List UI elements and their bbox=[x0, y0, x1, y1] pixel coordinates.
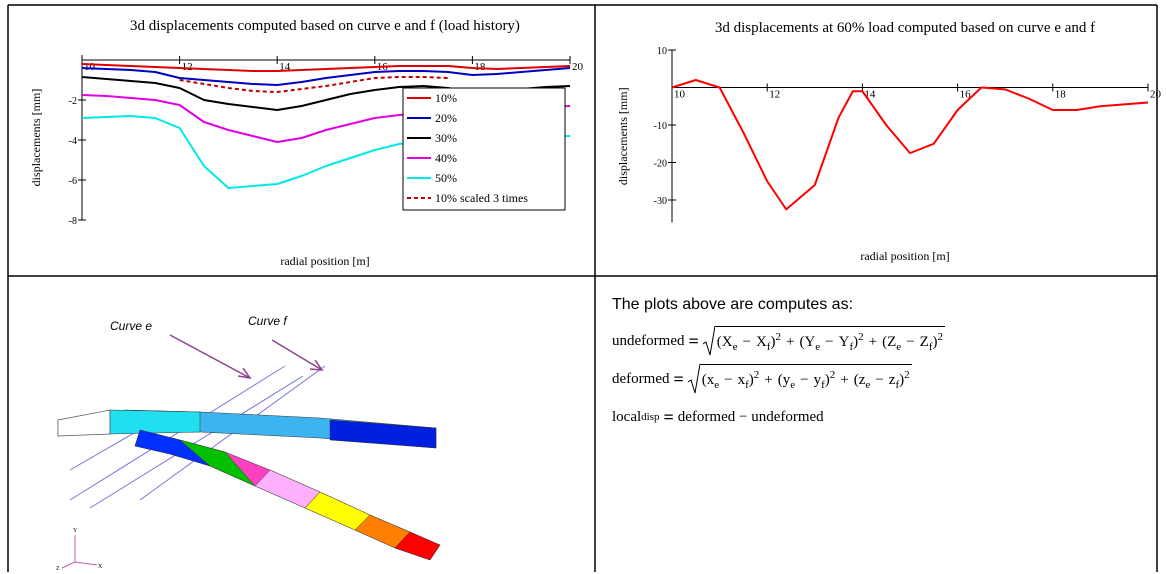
minus: − bbox=[825, 334, 833, 350]
y-tick-label: -30 bbox=[654, 196, 667, 207]
chart-title: 3d displacements at 60% load computed ba… bbox=[715, 20, 1095, 36]
y-tick-label: -20 bbox=[654, 159, 667, 170]
symbol: Y bbox=[804, 334, 815, 350]
x-tick-label: 12 bbox=[769, 89, 780, 101]
y-tick-label: -8 bbox=[69, 216, 77, 227]
minus: − bbox=[906, 334, 914, 350]
document: Curve e Curve f Y Z X 3d displacements c… bbox=[0, 0, 1166, 574]
frame bbox=[8, 5, 1157, 572]
exponent: 2 bbox=[904, 369, 910, 381]
x-axis-label: radial position [m] bbox=[860, 249, 949, 263]
subscript: e bbox=[790, 379, 795, 391]
symbol: X bbox=[756, 334, 767, 350]
curve-label: Curve f bbox=[248, 314, 288, 328]
equals: = bbox=[673, 369, 683, 390]
formula: undeformed=(Xe−Xf)2+(Ye−Yf)2+(Ze−Zf)2 bbox=[612, 322, 945, 360]
y-tick-label: -6 bbox=[69, 176, 77, 187]
chart-title: 3d displacements computed based on curve… bbox=[130, 18, 520, 34]
x-axis-label: radial position [m] bbox=[280, 254, 369, 268]
minus: − bbox=[742, 334, 750, 350]
x-tick-label: 18 bbox=[1055, 89, 1067, 101]
exponent: 2 bbox=[775, 331, 781, 343]
axis-triad-label: Z bbox=[56, 566, 60, 572]
formula-rhs: deformed − undeformed bbox=[678, 409, 824, 426]
subscript: e bbox=[815, 341, 820, 353]
symbol: Z bbox=[920, 334, 929, 350]
legend-label: 30% bbox=[435, 131, 457, 145]
legend-label: 10% scaled 3 times bbox=[435, 191, 528, 205]
symbol: y bbox=[814, 372, 822, 388]
formula-lhs: undeformed bbox=[612, 333, 684, 350]
subscript: e bbox=[896, 341, 901, 353]
minus: − bbox=[724, 372, 732, 388]
y-tick-label: -4 bbox=[69, 136, 77, 147]
plus: + bbox=[869, 334, 877, 350]
formula-lhs: local bbox=[612, 409, 641, 426]
symbol: x bbox=[738, 372, 746, 388]
x-tick-label: 12 bbox=[182, 61, 193, 73]
radical: (xe−xf)2+(ye−yf)2+(ze−zf)2 bbox=[688, 364, 912, 394]
minus: − bbox=[875, 372, 883, 388]
exponent: 2 bbox=[830, 369, 836, 381]
formula-lhs: deformed bbox=[612, 371, 669, 388]
subscript: e bbox=[714, 379, 719, 391]
plus: + bbox=[840, 372, 848, 388]
formula: deformed=(xe−xf)2+(ye−yf)2+(ze−zf)2 bbox=[612, 360, 945, 398]
exponent: 2 bbox=[858, 331, 864, 343]
intro-text: The plots above are computes as: bbox=[612, 296, 945, 314]
legend-label: 20% bbox=[435, 111, 457, 125]
y-tick-label: -10 bbox=[654, 121, 667, 132]
equals: = bbox=[664, 407, 674, 428]
x-tick-label: 14 bbox=[864, 89, 876, 101]
y-axis-label: displacements [mm] bbox=[616, 87, 630, 185]
notes: The plots above are computes as: undefor… bbox=[612, 296, 945, 436]
x-tick-label: 20 bbox=[572, 61, 584, 73]
subscript: e bbox=[865, 379, 870, 391]
curve-label: Curve e bbox=[110, 319, 152, 333]
y-tick-label: -2 bbox=[69, 96, 77, 107]
subscript: disp bbox=[641, 411, 659, 423]
radicand: (xe−xf)2+(ye−yf)2+(ze−zf)2 bbox=[700, 364, 912, 394]
legend-label: 10% bbox=[435, 91, 457, 105]
y-axis-label: displacements [mm] bbox=[29, 89, 43, 187]
series-line bbox=[672, 80, 1148, 209]
equals: = bbox=[688, 331, 698, 352]
radical-sign bbox=[703, 326, 715, 356]
series-line bbox=[82, 64, 570, 71]
model-view bbox=[58, 335, 440, 568]
x-tick-label: 20 bbox=[1150, 89, 1162, 101]
radical-sign bbox=[688, 364, 700, 394]
symbol: X bbox=[722, 334, 733, 350]
y-tick-label: 10 bbox=[657, 46, 667, 57]
exponent: 2 bbox=[938, 331, 944, 343]
legend-label: 40% bbox=[435, 151, 457, 165]
radicand: (Xe−Xf)2+(Ye−Yf)2+(Ze−Zf)2 bbox=[715, 326, 945, 356]
x-tick-label: 10 bbox=[84, 61, 96, 73]
x-tick-label: 10 bbox=[674, 89, 686, 101]
symbol: Y bbox=[839, 334, 850, 350]
legend-label: 50% bbox=[435, 171, 457, 185]
plus: + bbox=[764, 372, 772, 388]
subscript: e bbox=[733, 341, 738, 353]
radical: (Xe−Xf)2+(Ye−Yf)2+(Ze−Zf)2 bbox=[703, 326, 945, 356]
x-tick-label: 18 bbox=[474, 61, 486, 73]
symbol: Z bbox=[887, 334, 896, 350]
page: Curve e Curve f Y Z X 3d displacements c… bbox=[0, 0, 1166, 574]
axis-triad-label: X bbox=[98, 564, 103, 570]
minus: − bbox=[800, 372, 808, 388]
plus: + bbox=[786, 334, 794, 350]
axis-triad-label: Y bbox=[73, 528, 78, 534]
exponent: 2 bbox=[754, 369, 760, 381]
